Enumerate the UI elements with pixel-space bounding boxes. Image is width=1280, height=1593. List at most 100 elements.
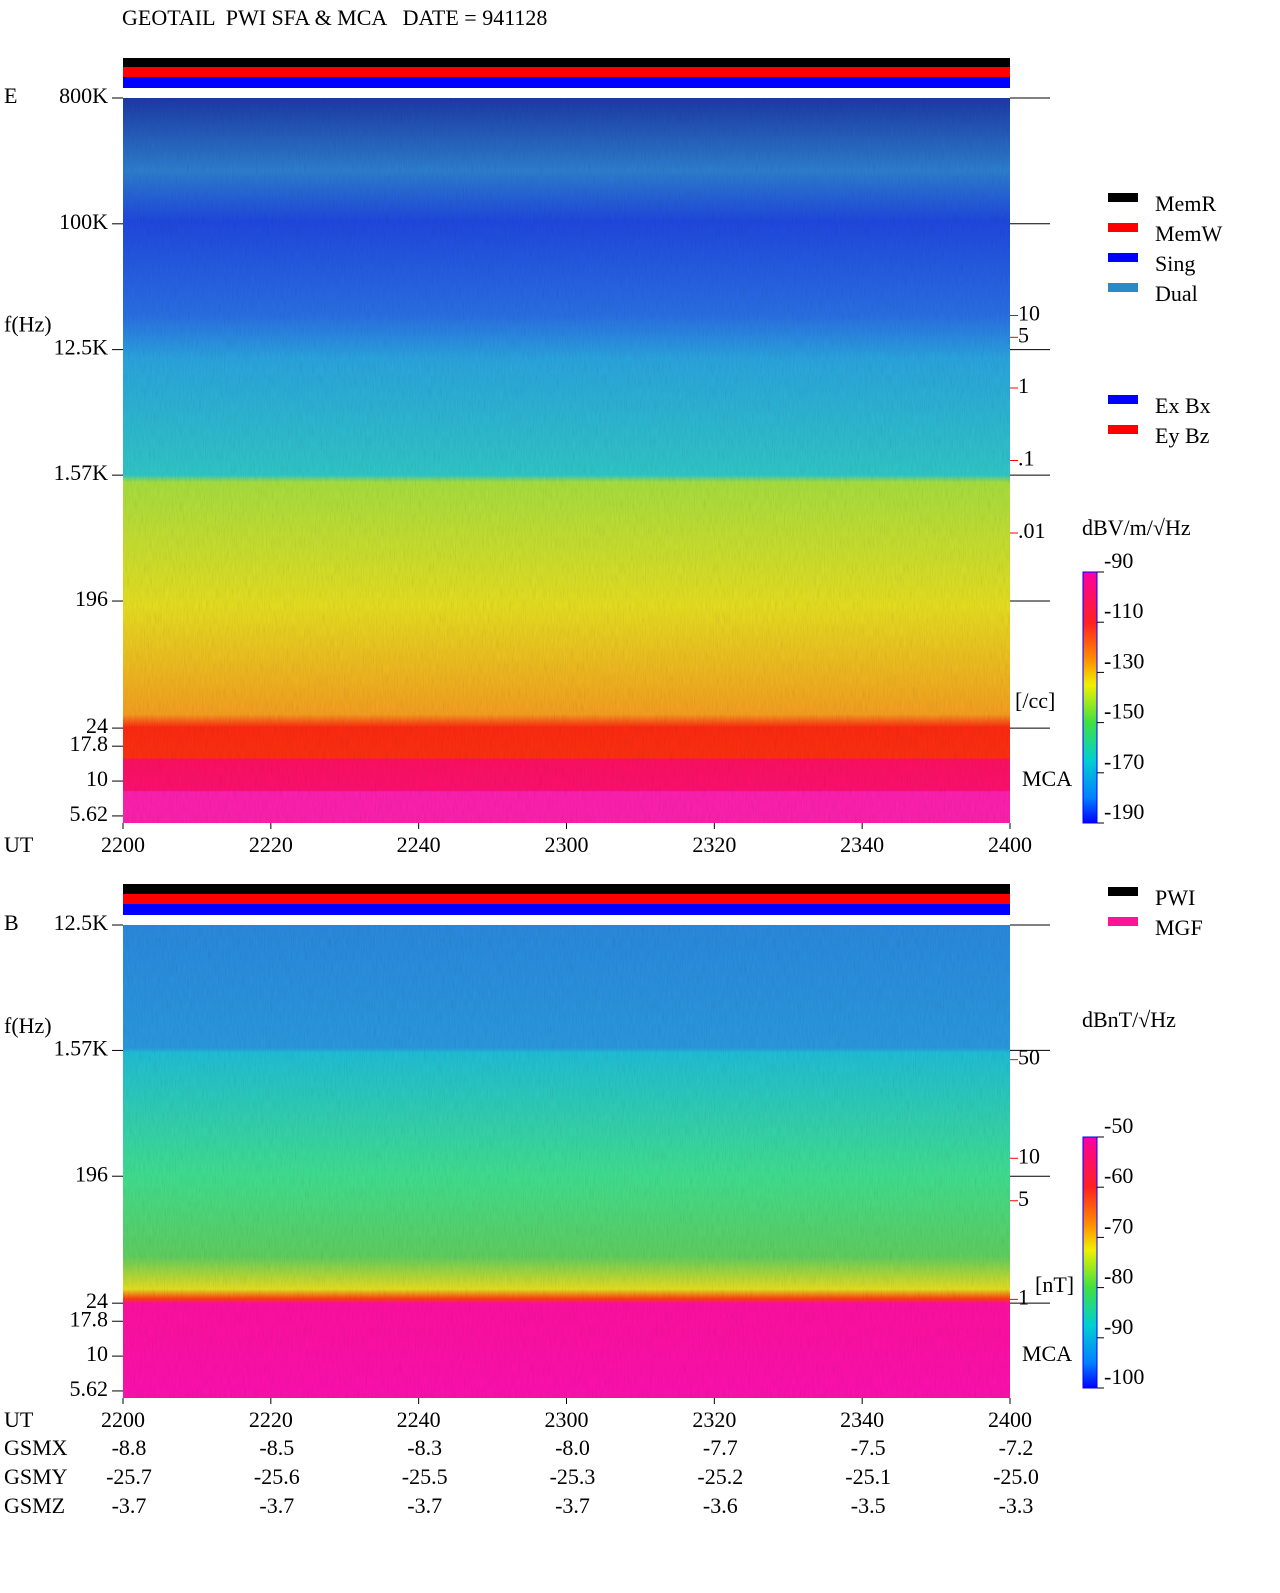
legend-swatch (1108, 917, 1138, 926)
ephemeris-value: -3.6 (703, 1493, 738, 1518)
ephemeris-value: -3.7 (407, 1493, 442, 1518)
ephemeris-value: -7.7 (703, 1435, 738, 1460)
status-bar (123, 894, 1010, 904)
x-tick-label: 2200 (101, 832, 145, 857)
ephemeris-value: -7.2 (999, 1435, 1034, 1460)
legend-swatch (1108, 223, 1138, 232)
ephemeris-value: -3.7 (259, 1493, 294, 1518)
y-tick-label: 196 (75, 1161, 108, 1186)
ephemeris-value: -25.3 (550, 1464, 596, 1489)
x-tick-label: 2240 (397, 832, 441, 857)
y-tick-label: 196 (75, 586, 108, 611)
colorbar-tick-label: -130 (1104, 648, 1144, 673)
y-tick-label: 5.62 (70, 801, 109, 826)
x-axis-label: UT (4, 832, 34, 857)
ephemeris-value: -25.0 (993, 1464, 1039, 1489)
region-label: MCA (1022, 1341, 1072, 1366)
y-tick-label: 10 (86, 1341, 108, 1366)
y-axis-label: f(Hz) (4, 1013, 52, 1038)
ephemeris-value: -8.0 (555, 1435, 590, 1460)
y-tick-label: 800K (59, 83, 108, 108)
colorbar-tick-label: -150 (1104, 699, 1144, 724)
legend-label: Dual (1155, 281, 1198, 306)
y-tick-label: 12.5K (54, 910, 109, 935)
y2-tick-label: 10 (1018, 301, 1040, 326)
panel-label: E (4, 83, 17, 108)
legend-label: MGF (1155, 915, 1203, 940)
spectrogram-texture (123, 925, 1010, 1398)
y-tick-label: 5.62 (70, 1376, 109, 1401)
ephemeris-value: -25.5 (402, 1464, 448, 1489)
ephemeris-value: -8.3 (407, 1435, 442, 1460)
ephemeris-value: -3.5 (851, 1493, 886, 1518)
status-bar (123, 904, 1010, 915)
colorbar-tick-label: -190 (1104, 799, 1144, 824)
ephemeris-name: GSMZ (4, 1493, 65, 1518)
colorbar-tick-label: -110 (1104, 598, 1144, 623)
ephemeris-value: -3.7 (555, 1493, 590, 1518)
panel-label: B (4, 910, 19, 935)
y-tick-label: 12.5K (54, 335, 109, 360)
x-tick-label: 2320 (692, 1407, 736, 1432)
colorbar-tick-label: -80 (1104, 1264, 1133, 1289)
legend-swatch (1108, 887, 1138, 896)
y-tick-label: 24 (86, 1288, 108, 1313)
legend-label: MemW (1155, 221, 1222, 246)
y-tick-label: 100K (59, 209, 108, 234)
colorbar-tick-label: -90 (1104, 1314, 1133, 1339)
y2-tick-label: .01 (1018, 518, 1046, 543)
colorbar-title: dBV/m/√Hz (1082, 515, 1191, 540)
status-bar (123, 77, 1010, 88)
x-tick-label: 2220 (249, 832, 293, 857)
y2-tick-label: 5 (1018, 1186, 1029, 1211)
legend-label: Ex Bx (1155, 393, 1211, 418)
y-axis-label: f(Hz) (4, 312, 52, 337)
ephemeris-value: -8.8 (112, 1435, 147, 1460)
colorbar-tick-label: -90 (1104, 548, 1133, 573)
x-tick-label: 2320 (692, 832, 736, 857)
ephemeris-value: -25.2 (697, 1464, 743, 1489)
colorbar (1082, 571, 1098, 824)
colorbar-title: dBnT/√Hz (1082, 1007, 1176, 1032)
x-tick-label: 2200 (101, 1407, 145, 1432)
ephemeris-value: -8.5 (259, 1435, 294, 1460)
x-tick-label: 2400 (988, 1407, 1032, 1432)
ephemeris-value: -25.6 (254, 1464, 300, 1489)
legend-label: MemR (1155, 191, 1216, 216)
legend-label: Ey Bz (1155, 423, 1210, 448)
chart-title: GEOTAIL PWI SFA & MCA DATE = 941128 (122, 5, 547, 30)
colorbar (1082, 1136, 1098, 1389)
y2-tick-label: 1 (1018, 1284, 1029, 1309)
ephemeris-name: GSMX (4, 1435, 68, 1460)
y2-tick-label: 10 (1018, 1143, 1040, 1168)
ephemeris-value: -3.3 (999, 1493, 1034, 1518)
y-tick-label: 1.57K (54, 460, 109, 485)
legend-swatch (1108, 193, 1138, 202)
y2-tick-label: 50 (1018, 1045, 1040, 1070)
y2-tick-label: 1 (1018, 373, 1029, 398)
ephemeris-value: -25.7 (106, 1464, 152, 1489)
legend-swatch (1108, 283, 1138, 292)
status-bar (123, 58, 1010, 67)
y-tick-label: 17.8 (70, 731, 109, 756)
spectrogram-e (123, 58, 1010, 823)
ephemeris-value: -7.5 (851, 1435, 886, 1460)
y-tick-label: 17.8 (70, 1306, 109, 1331)
colorbar-tick-label: -50 (1104, 1113, 1133, 1138)
y-tick-label: 10 (86, 766, 108, 791)
legend-swatch (1108, 253, 1138, 262)
x-tick-label: 2340 (840, 1407, 884, 1432)
spectrogram-b (123, 884, 1010, 1398)
x-tick-label: 2240 (397, 1407, 441, 1432)
colorbar-tick-label: -100 (1104, 1364, 1144, 1389)
x-tick-label: 2400 (988, 832, 1032, 857)
status-bar (123, 884, 1010, 894)
status-bar (123, 67, 1010, 77)
x-tick-label: 2300 (545, 1407, 589, 1432)
y2-tick-label: 5 (1018, 322, 1029, 347)
legend-label: Sing (1155, 251, 1195, 276)
x-axis-label: UT (4, 1407, 34, 1432)
ephemeris-name: GSMY (4, 1464, 68, 1489)
colorbar-tick-label: -170 (1104, 749, 1144, 774)
legend-swatch (1108, 425, 1138, 434)
